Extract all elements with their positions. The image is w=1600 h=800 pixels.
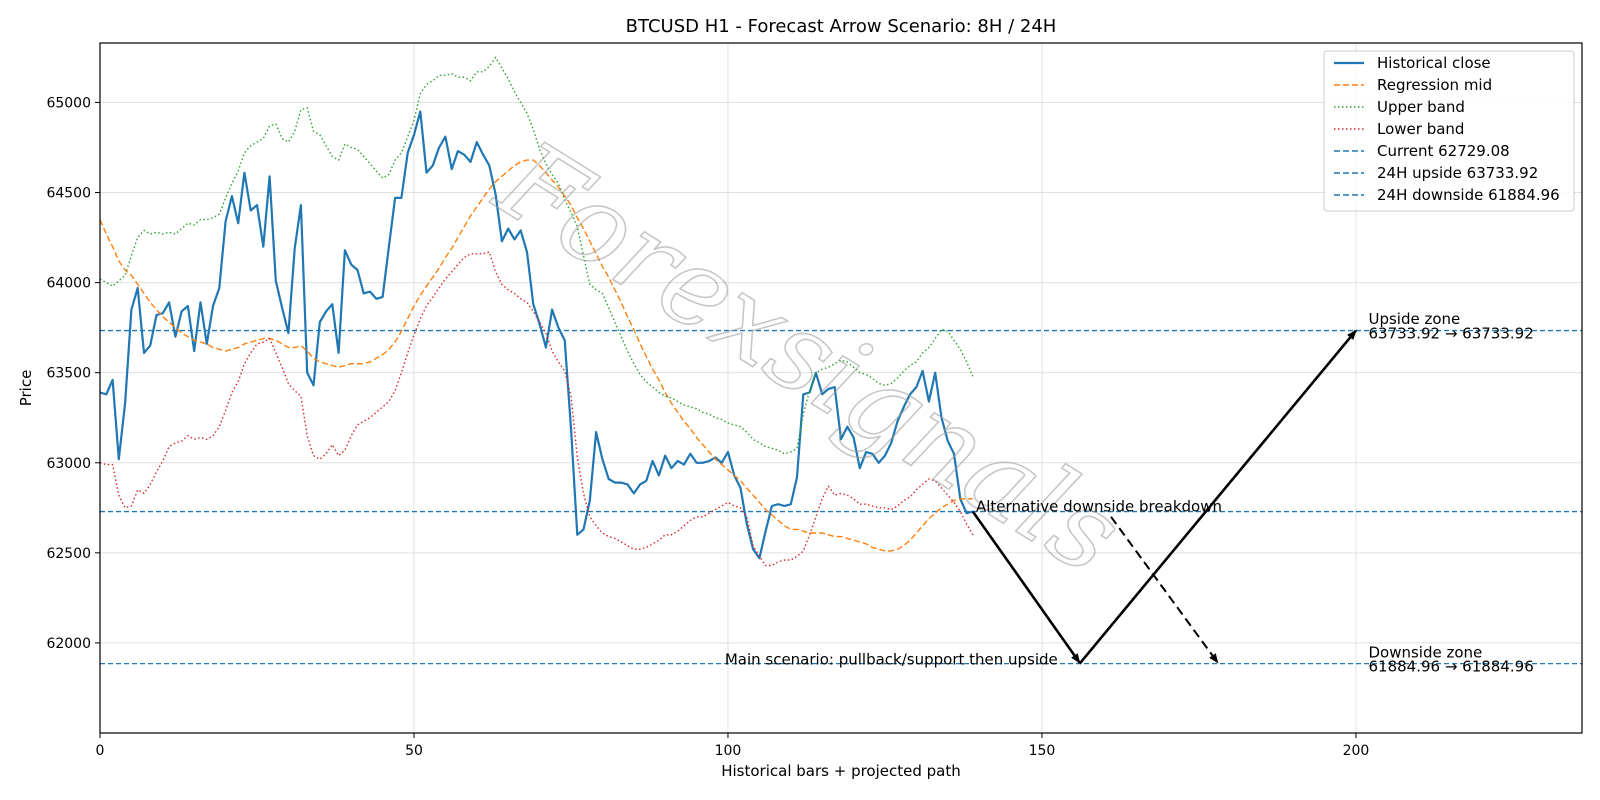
y-tick-label: 62000	[46, 636, 91, 652]
legend-label: Lower band	[1377, 120, 1464, 138]
x-tick-label: 150	[1029, 743, 1056, 759]
series-line-upper-band	[99, 56, 974, 455]
legend-label: 24H upside 63733.92	[1377, 164, 1538, 182]
x-tick-label: 50	[405, 743, 423, 759]
arrow-main-down	[971, 510, 1081, 664]
plot-frame	[99, 42, 1583, 734]
legend-label: Current 62729.08	[1377, 142, 1510, 160]
legend-label: Historical close	[1377, 54, 1491, 72]
annotation-upside-values: 63733.92 → 63733.92	[1368, 324, 1533, 342]
y-tick-label: 64500	[46, 186, 91, 202]
x-tick-label: 100	[715, 743, 742, 759]
annotation-upside-title: Upside zone	[1368, 310, 1460, 328]
legend-label: 24H downside 61884.96	[1377, 186, 1560, 204]
x-axis-title: Historical bars + projected path	[721, 762, 961, 780]
legend-label: Upper band	[1377, 98, 1465, 116]
annotation-downside-values: 61884.96 → 61884.96	[1368, 658, 1533, 676]
legend-box	[1323, 50, 1575, 212]
x-axis-ticks: 0 50 100 150 200	[96, 733, 1370, 759]
y-tick-label: 63500	[46, 366, 91, 382]
annotation-downside-title: Downside zone	[1368, 643, 1482, 661]
chart-title: BTCUSD H1 - Forecast Arrow Scenario: 8H …	[626, 16, 1057, 37]
series-line-regression-mid	[99, 159, 973, 552]
x-tick-label: 200	[1343, 743, 1370, 759]
y-axis-title: Price	[17, 370, 35, 407]
annotation-main: Main scenario: pullback/support then ups…	[725, 651, 1058, 669]
y-tick-label: 64000	[46, 276, 91, 292]
series-line-historical-close	[99, 110, 974, 560]
series-lines	[99, 56, 974, 567]
y-tick-label: 62500	[46, 546, 91, 562]
annotations: Alternative downside breakdown Main scena…	[725, 310, 1534, 676]
scenario-arrows	[971, 329, 1357, 665]
arrow-alternative	[1110, 516, 1219, 664]
y-tick-label: 65000	[46, 95, 91, 111]
series-line-lower-band	[99, 251, 974, 567]
arrow-main-up	[1078, 329, 1357, 665]
legend: Historical close Regression mid Upper band…	[1323, 50, 1575, 212]
y-axis-ticks: 62000 62500 63000 63500 64000 64500 65000	[46, 95, 100, 652]
x-tick-label: 0	[96, 743, 105, 759]
legend-label: Regression mid	[1377, 76, 1492, 94]
annotation-alternative: Alternative downside breakdown	[976, 497, 1222, 515]
y-tick-label: 63000	[46, 456, 91, 472]
reference-lines	[100, 329, 1582, 665]
